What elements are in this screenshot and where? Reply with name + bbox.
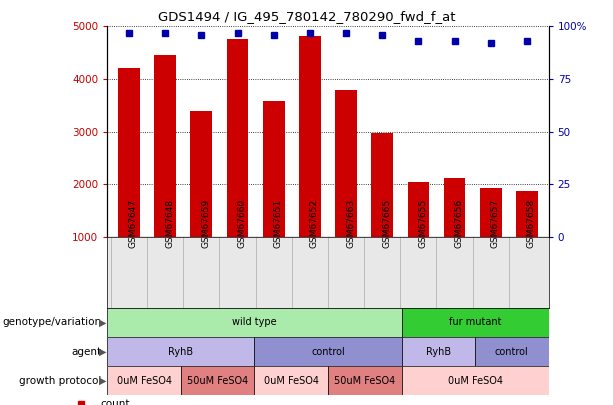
Text: GSM67659: GSM67659 — [201, 198, 210, 247]
Text: 0uM FeSO4: 0uM FeSO4 — [116, 376, 172, 386]
Bar — [475, 337, 549, 366]
Text: growth protocol: growth protocol — [19, 376, 101, 386]
Text: ▶: ▶ — [99, 376, 106, 386]
Bar — [402, 366, 549, 395]
Bar — [335, 90, 357, 290]
Bar — [191, 111, 212, 290]
Text: control: control — [311, 347, 345, 356]
Text: control: control — [495, 347, 529, 356]
Text: ▶: ▶ — [99, 318, 106, 327]
Text: 50uM FeSO4: 50uM FeSO4 — [334, 376, 395, 386]
Text: 0uM FeSO4: 0uM FeSO4 — [264, 376, 319, 386]
Bar — [444, 178, 465, 290]
Text: GSM67658: GSM67658 — [527, 198, 536, 247]
Text: GSM67647: GSM67647 — [129, 198, 138, 247]
Bar — [371, 133, 393, 290]
Bar — [263, 101, 284, 290]
Text: GSM67648: GSM67648 — [165, 198, 174, 247]
Text: wild type: wild type — [232, 318, 276, 327]
Bar — [107, 308, 402, 337]
Bar — [299, 36, 321, 290]
Text: GSM67657: GSM67657 — [491, 198, 500, 247]
Text: fur mutant: fur mutant — [449, 318, 501, 327]
Bar — [154, 55, 176, 290]
Bar — [402, 308, 549, 337]
Bar — [118, 68, 140, 290]
Text: GSM67656: GSM67656 — [455, 198, 463, 247]
Bar — [107, 337, 254, 366]
Text: GSM67665: GSM67665 — [383, 198, 391, 247]
Text: GSM67660: GSM67660 — [237, 198, 246, 247]
Text: GDS1494 / IG_495_780142_780290_fwd_f_at: GDS1494 / IG_495_780142_780290_fwd_f_at — [158, 10, 455, 23]
Bar — [408, 181, 429, 290]
Bar — [227, 39, 248, 290]
Bar — [254, 337, 402, 366]
Text: ▶: ▶ — [99, 347, 106, 356]
Text: GSM67651: GSM67651 — [273, 198, 283, 247]
Text: 0uM FeSO4: 0uM FeSO4 — [447, 376, 503, 386]
Bar — [480, 188, 501, 290]
Text: GSM67655: GSM67655 — [419, 198, 427, 247]
Text: RyhB: RyhB — [169, 347, 193, 356]
Text: GSM67652: GSM67652 — [310, 198, 319, 247]
Bar — [402, 337, 475, 366]
Text: GSM67663: GSM67663 — [346, 198, 355, 247]
Bar — [328, 366, 402, 395]
Bar — [107, 366, 181, 395]
Bar — [516, 191, 538, 290]
Bar — [181, 366, 254, 395]
Text: genotype/variation: genotype/variation — [2, 318, 101, 327]
Text: agent: agent — [71, 347, 101, 356]
Bar — [254, 366, 328, 395]
Text: RyhB: RyhB — [426, 347, 451, 356]
Text: 50uM FeSO4: 50uM FeSO4 — [187, 376, 248, 386]
Text: count: count — [100, 399, 130, 405]
